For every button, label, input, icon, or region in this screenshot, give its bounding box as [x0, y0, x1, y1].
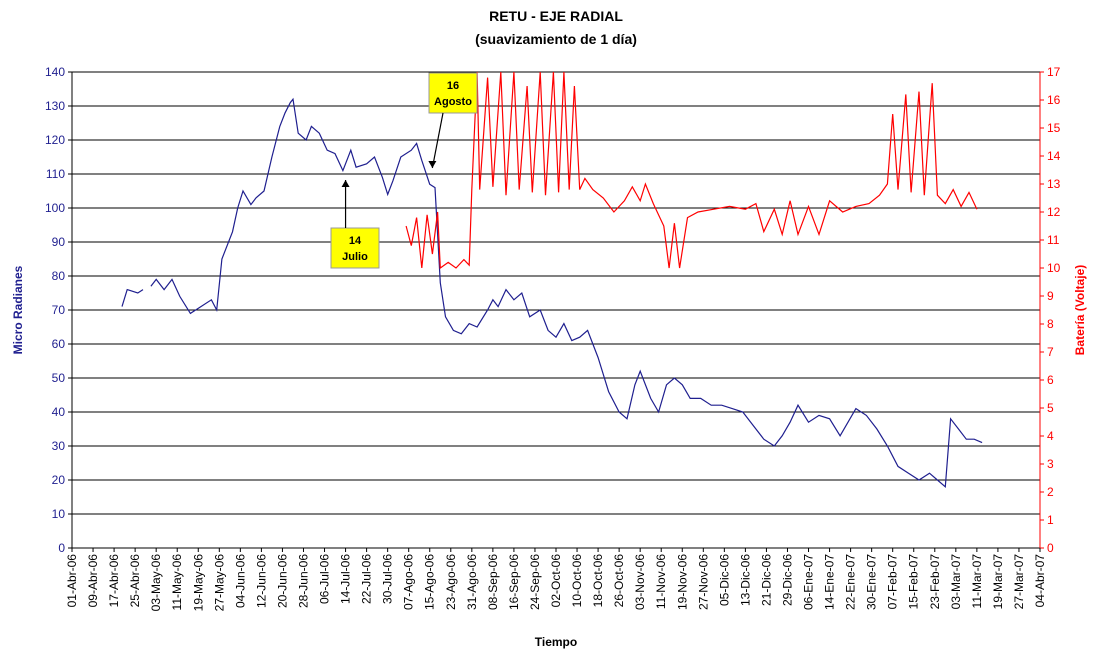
x-tick-label: 22-Jul-06 — [360, 554, 374, 604]
x-tick-label: 20-Jun-06 — [275, 554, 289, 608]
y-tick-label: 130 — [45, 99, 65, 113]
x-tick-label: 16-Sep-06 — [507, 554, 521, 610]
annotation-arrow — [431, 112, 444, 169]
x-tick-label: 22-Ene-07 — [844, 554, 858, 610]
x-tick-label: 27-Mar-07 — [1012, 554, 1026, 610]
x-tick-label: 30-Jul-06 — [381, 554, 395, 604]
y-tick-label: 70 — [52, 303, 66, 317]
x-tick-label: 19-May-06 — [191, 554, 205, 612]
y-tick-label: 140 — [45, 65, 65, 79]
x-tick-label: 14-Jul-06 — [339, 554, 353, 604]
x-tick-label: 17-Abr-06 — [107, 554, 121, 608]
x-tick-label: 19-Mar-07 — [991, 554, 1005, 610]
x-tick-label: 04-Jun-06 — [233, 554, 247, 608]
annotation-text: Agosto — [434, 96, 472, 108]
y2-tick-label: 17 — [1047, 65, 1061, 79]
y-tick-label: 20 — [52, 473, 66, 487]
x-tick-label: 25-Abr-06 — [128, 554, 142, 608]
y-tick-label: 0 — [58, 541, 65, 555]
y-tick-label: 90 — [52, 235, 66, 249]
x-tick-label: 04-Abr-07 — [1033, 554, 1047, 608]
annotation-box — [428, 72, 478, 114]
x-tick-label: 06-Ene-07 — [802, 554, 816, 610]
y2-tick-label: 5 — [1047, 401, 1054, 415]
y-tick-label: 30 — [52, 439, 66, 453]
x-tick-label: 24-Sep-06 — [528, 554, 542, 610]
y2-tick-label: 7 — [1047, 345, 1054, 359]
y2-tick-label: 3 — [1047, 457, 1054, 471]
x-tick-label: 07-Feb-07 — [886, 554, 900, 610]
x-tick-label: 11-May-06 — [170, 554, 184, 611]
y-tick-label: 120 — [45, 133, 65, 147]
x-tick-label: 03-Mar-07 — [949, 554, 963, 610]
y2-tick-label: 9 — [1047, 289, 1054, 303]
y2-tick-label: 16 — [1047, 93, 1061, 107]
x-tick-label: 29-Dic-06 — [780, 554, 794, 606]
arrow-head — [428, 161, 437, 168]
x-tick-label: 02-Oct-06 — [549, 554, 563, 608]
y2-tick-label: 1 — [1047, 513, 1054, 527]
annotation-text: Julio — [342, 251, 368, 263]
data-line — [405, 71, 978, 270]
y2-tick-label: 0 — [1047, 541, 1054, 555]
x-tick-label: 11-Mar-07 — [970, 554, 984, 609]
x-tick-label: 23-Feb-07 — [928, 554, 942, 610]
y2-axis-title: Batería (Voltaje) — [1073, 265, 1087, 355]
x-tick-label: 09-Abr-06 — [86, 554, 100, 608]
y2-tick-label: 14 — [1047, 149, 1061, 163]
annotation-box — [330, 227, 380, 269]
x-tick-label: 23-Ago-06 — [444, 554, 458, 610]
y-tick-label: 100 — [45, 201, 65, 215]
y-tick-label: 80 — [52, 269, 66, 283]
x-tick-label: 30-Ene-07 — [865, 554, 879, 610]
x-tick-label: 03-May-06 — [149, 554, 163, 612]
x-axis-title: Tiempo — [535, 635, 577, 649]
y2-tick-label: 8 — [1047, 317, 1054, 331]
chart-subtitle: (suavizamiento de 1 día) — [475, 31, 637, 47]
x-tick-label: 27-May-06 — [212, 554, 226, 612]
y2-tick-label: 12 — [1047, 205, 1061, 219]
x-tick-label: 15-Feb-07 — [907, 554, 921, 610]
x-tick-label: 18-Oct-06 — [591, 554, 605, 608]
x-tick-label: 03-Nov-06 — [633, 554, 647, 610]
x-tick-label: 06-Jul-06 — [318, 554, 332, 604]
x-tick-label: 08-Sep-06 — [486, 554, 500, 610]
y2-tick-label: 15 — [1047, 121, 1061, 135]
y2-tick-label: 4 — [1047, 429, 1054, 443]
y2-tick-label: 10 — [1047, 261, 1061, 275]
x-tick-label: 01-Abr-06 — [65, 554, 79, 608]
y2-tick-label: 6 — [1047, 373, 1054, 387]
x-tick-label: 19-Nov-06 — [675, 554, 689, 610]
x-tick-label: 07-Ago-06 — [402, 554, 416, 610]
y-tick-label: 40 — [52, 405, 66, 419]
y-tick-label: 60 — [52, 337, 66, 351]
x-tick-label: 13-Dic-06 — [738, 554, 752, 606]
y-tick-label: 10 — [52, 507, 66, 521]
x-tick-label: 11-Nov-06 — [654, 554, 668, 609]
x-tick-label: 21-Dic-06 — [759, 554, 773, 606]
x-tick-label: 28-Jun-06 — [296, 554, 310, 608]
data-line — [121, 97, 983, 489]
x-tick-label: 15-Ago-06 — [423, 554, 437, 610]
arrow-head — [341, 180, 350, 187]
y2-tick-label: 2 — [1047, 485, 1054, 499]
x-tick-label: 27-Nov-06 — [696, 554, 710, 610]
x-tick-label: 31-Ago-06 — [465, 554, 479, 610]
y-tick-label: 50 — [52, 371, 66, 385]
y-tick-label: 110 — [46, 167, 65, 181]
x-tick-label: 10-Oct-06 — [570, 554, 584, 608]
annotation: 16 Agosto — [428, 72, 478, 169]
y2-tick-label: 11 — [1047, 233, 1060, 247]
x-tick-label: 05-Dic-06 — [717, 554, 731, 606]
chart-title: RETU - EJE RADIAL — [489, 8, 623, 24]
x-tick-label: 14-Ene-07 — [823, 554, 837, 610]
y-axis-title: Micro Radianes — [11, 265, 25, 354]
x-tick-label: 26-Oct-06 — [612, 554, 626, 608]
annotation-text: 14 — [349, 235, 362, 247]
annotation-text: 16 — [447, 80, 459, 92]
y2-tick-label: 13 — [1047, 177, 1061, 191]
annotation: 14 Julio — [330, 180, 380, 269]
x-tick-label: 12-Jun-06 — [254, 554, 268, 608]
